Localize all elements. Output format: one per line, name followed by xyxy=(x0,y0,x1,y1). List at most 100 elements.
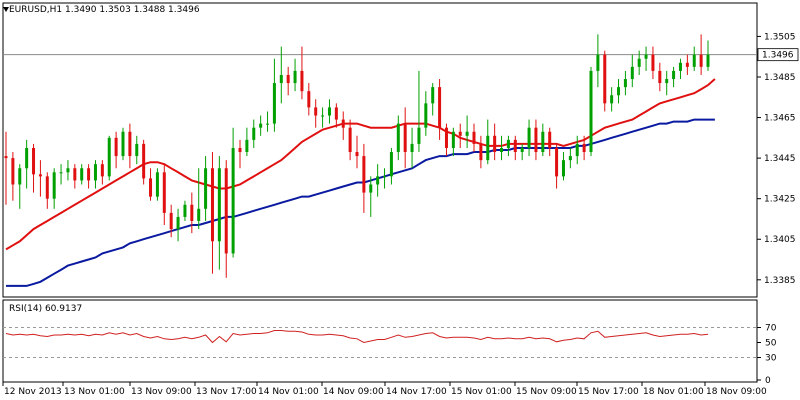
x-tick-label: 18 Nov 09:00 xyxy=(706,387,767,397)
candle-body xyxy=(348,127,352,153)
candle xyxy=(589,66,593,157)
candle-body xyxy=(52,172,56,199)
candle xyxy=(672,66,676,88)
candle xyxy=(651,46,655,80)
candle xyxy=(637,50,641,75)
candle-body xyxy=(279,74,283,84)
candle xyxy=(541,123,545,157)
y-tick-label: 1.3425 xyxy=(764,195,796,205)
candle xyxy=(87,164,91,189)
candle-body xyxy=(224,168,228,254)
candle-body xyxy=(520,147,524,153)
candle xyxy=(190,192,194,234)
candle-body xyxy=(149,178,153,197)
candle xyxy=(383,168,387,189)
candle-body xyxy=(183,204,187,217)
current-price-box xyxy=(757,48,799,62)
candle-body xyxy=(672,70,676,80)
candle-body xyxy=(451,131,455,148)
candle xyxy=(658,62,662,92)
candle-body xyxy=(38,174,42,177)
candle xyxy=(493,123,497,161)
candle-body xyxy=(630,66,634,80)
candle xyxy=(527,119,531,157)
x-tick-label: 12 Nov 2013 xyxy=(4,387,62,397)
candle xyxy=(596,34,600,88)
slow-moving-average-line xyxy=(6,118,715,287)
candle-body xyxy=(417,127,421,144)
candle-body xyxy=(307,91,311,108)
dropdown-triangle-icon[interactable] xyxy=(3,7,9,12)
candle-body xyxy=(314,107,318,116)
candle xyxy=(197,168,201,230)
candle-body xyxy=(396,123,400,153)
candle-body xyxy=(438,87,442,128)
candle-body xyxy=(197,208,201,221)
candle-body xyxy=(479,143,483,161)
candle-body xyxy=(327,107,331,116)
candle-body xyxy=(162,172,166,213)
candle-body xyxy=(500,147,504,153)
candle-body xyxy=(272,83,276,124)
candle xyxy=(224,160,228,278)
candle xyxy=(32,143,36,193)
candle xyxy=(685,54,689,75)
candle xyxy=(162,164,166,226)
candle-body xyxy=(355,152,359,157)
candle xyxy=(52,168,56,209)
x-tick-label: 14 Nov 17:00 xyxy=(386,387,447,397)
x-tick-label: 15 Nov 17:00 xyxy=(578,387,639,397)
candle-body xyxy=(176,216,180,230)
x-tick-label: 13 Nov 01:00 xyxy=(64,387,125,397)
candle-body xyxy=(4,156,8,159)
candle xyxy=(245,127,249,157)
candle-body xyxy=(561,160,565,177)
candle-body xyxy=(493,135,497,153)
candle-body xyxy=(589,70,593,153)
candle xyxy=(59,164,63,185)
candle xyxy=(678,58,682,80)
rsi-tick-label: 30 xyxy=(765,354,777,364)
candle-body xyxy=(617,87,621,96)
candle xyxy=(513,135,517,161)
candle-body xyxy=(596,54,600,71)
candle xyxy=(582,135,586,161)
symbol-label: EURUSD,H1 xyxy=(9,5,63,15)
candle-body xyxy=(293,70,297,84)
candle xyxy=(472,123,476,153)
candle-body xyxy=(231,147,235,254)
x-tick-label: 14 Nov 01:00 xyxy=(258,387,319,397)
candle-body xyxy=(555,147,559,177)
candle-body xyxy=(266,123,270,125)
candle xyxy=(135,135,139,165)
candle-body xyxy=(334,107,338,120)
candle xyxy=(238,139,242,169)
candle-body xyxy=(534,127,538,153)
candle xyxy=(279,46,283,104)
candle-body xyxy=(692,54,696,67)
candle-body xyxy=(637,58,641,67)
candle xyxy=(389,147,393,185)
candle xyxy=(114,131,118,169)
candle-body xyxy=(169,212,173,230)
candle xyxy=(424,91,428,136)
candle-body xyxy=(259,123,263,128)
candle-body xyxy=(245,139,249,153)
candle xyxy=(369,176,373,217)
candle xyxy=(555,143,559,189)
candle-body xyxy=(678,62,682,71)
candle-body xyxy=(472,131,476,144)
candle xyxy=(231,127,235,258)
rsi-tick-label: 0 xyxy=(765,376,771,386)
candle-body xyxy=(217,168,221,242)
candle-body xyxy=(431,87,435,104)
candle-body xyxy=(204,168,208,209)
y-tick-label: 1.3485 xyxy=(764,73,796,83)
candle-body xyxy=(623,79,627,88)
rsi-line xyxy=(5,330,709,344)
candle xyxy=(561,152,565,181)
candle-body xyxy=(513,139,517,153)
candle xyxy=(506,135,510,157)
candle-body xyxy=(444,127,448,148)
